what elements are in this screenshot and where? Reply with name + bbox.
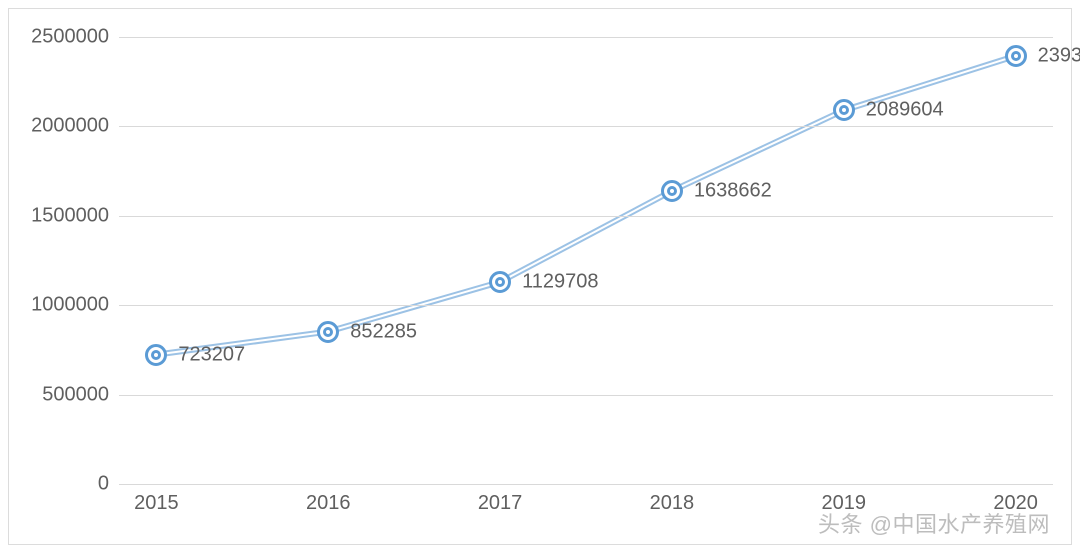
data-marker-inner [1011, 51, 1021, 61]
y-tick-label: 1000000 [31, 294, 109, 317]
gridline [119, 395, 1053, 396]
data-marker-inner [667, 186, 677, 196]
gridline [119, 216, 1053, 217]
data-label: 852285 [350, 320, 417, 343]
x-tick-label: 2019 [822, 492, 867, 515]
data-label: 2089604 [866, 99, 944, 122]
gridline [119, 305, 1053, 306]
data-marker-inner [495, 277, 505, 287]
plot-area: 0500000100000015000002000000250000020152… [119, 19, 1053, 484]
x-tick-label: 2018 [650, 492, 695, 515]
y-tick-label: 2000000 [31, 115, 109, 138]
data-label: 1129708 [522, 270, 598, 293]
gridline [119, 484, 1053, 485]
line-series [119, 19, 1053, 484]
data-label: 723207 [178, 343, 245, 366]
data-label: 2393699 [1038, 44, 1080, 67]
gridline [119, 37, 1053, 38]
gridline [119, 126, 1053, 127]
x-tick-label: 2020 [993, 492, 1038, 515]
x-tick-label: 2016 [306, 492, 351, 515]
y-tick-label: 1500000 [31, 204, 109, 227]
x-tick-label: 2015 [134, 492, 179, 515]
y-tick-label: 0 [98, 473, 109, 496]
chart-frame: 0 500000 1000000 1500000 2000000 2500000 2015 2… [8, 8, 1072, 545]
data-marker-inner [323, 327, 333, 337]
x-tick-label: 2017 [478, 492, 523, 515]
y-tick-label: 500000 [42, 383, 109, 406]
y-tick-label: 2500000 [31, 25, 109, 48]
data-marker-inner [151, 350, 161, 360]
data-label: 1638662 [694, 179, 772, 202]
